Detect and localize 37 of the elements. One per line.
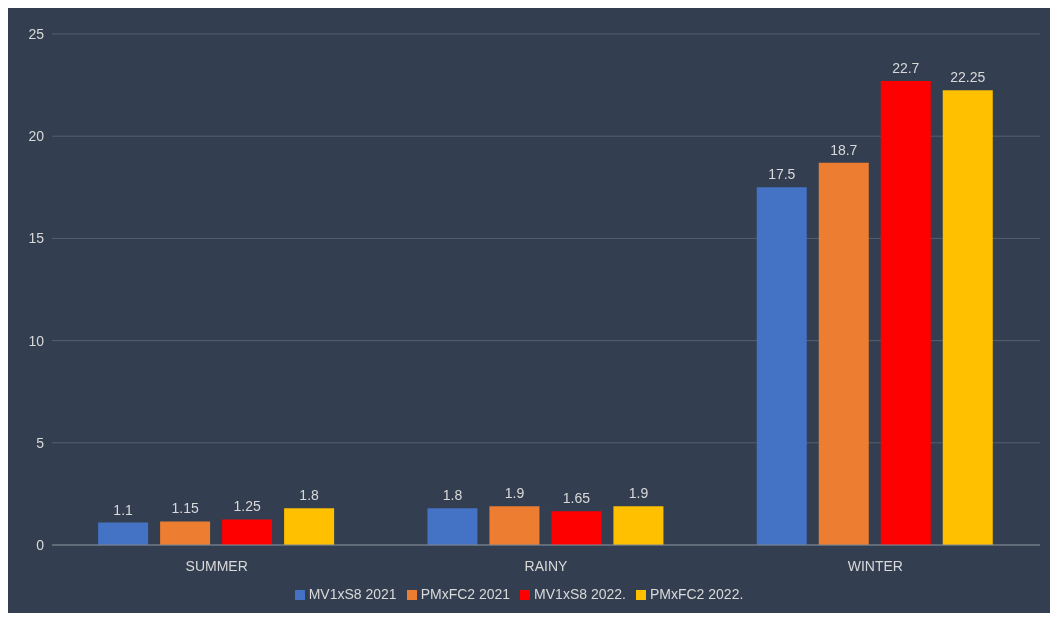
data-label: 1.8: [299, 487, 320, 504]
x-tick-label: SUMMER: [185, 557, 248, 574]
x-tick-label: RAINY: [524, 557, 569, 574]
data-label: 1.8: [442, 487, 463, 504]
bar: [98, 522, 149, 545]
data-label: 1.9: [628, 485, 649, 502]
legend-label: MV1xS8 2021: [308, 586, 397, 602]
y-tick-label: 10: [28, 332, 45, 349]
bar: [222, 519, 273, 545]
bar: [489, 506, 540, 545]
bar: [880, 81, 931, 545]
data-label: 1.25: [233, 498, 261, 515]
y-tick-label: 5: [36, 434, 45, 451]
bar: [160, 521, 211, 545]
bar: [551, 511, 602, 545]
bar: [427, 508, 478, 545]
bar: [613, 506, 664, 545]
legend-label: PMxFC2 2021: [420, 586, 511, 602]
data-label: 1.15: [171, 500, 199, 517]
data-label: 18.7: [830, 141, 858, 158]
data-label: 1.65: [562, 490, 591, 507]
x-tick-label: WINTER: [847, 557, 903, 574]
data-label: 22.7: [892, 60, 920, 77]
legend-label: MV1xS8 2022.: [534, 586, 626, 602]
y-tick-label: 15: [28, 230, 45, 247]
legend-label: PMxFC2 2022.: [649, 586, 744, 602]
data-label: 1.9: [504, 485, 525, 502]
data-label: 22.25: [950, 69, 986, 86]
y-tick-label: 25: [28, 25, 45, 42]
bar: [818, 162, 869, 545]
bar: [942, 90, 993, 545]
y-tick-label: 20: [28, 128, 45, 145]
data-label: 1.1: [113, 501, 134, 518]
bar: [756, 187, 807, 545]
data-label: 17.5: [768, 166, 796, 183]
bar: [284, 508, 335, 545]
y-tick-label: 0: [36, 536, 45, 553]
